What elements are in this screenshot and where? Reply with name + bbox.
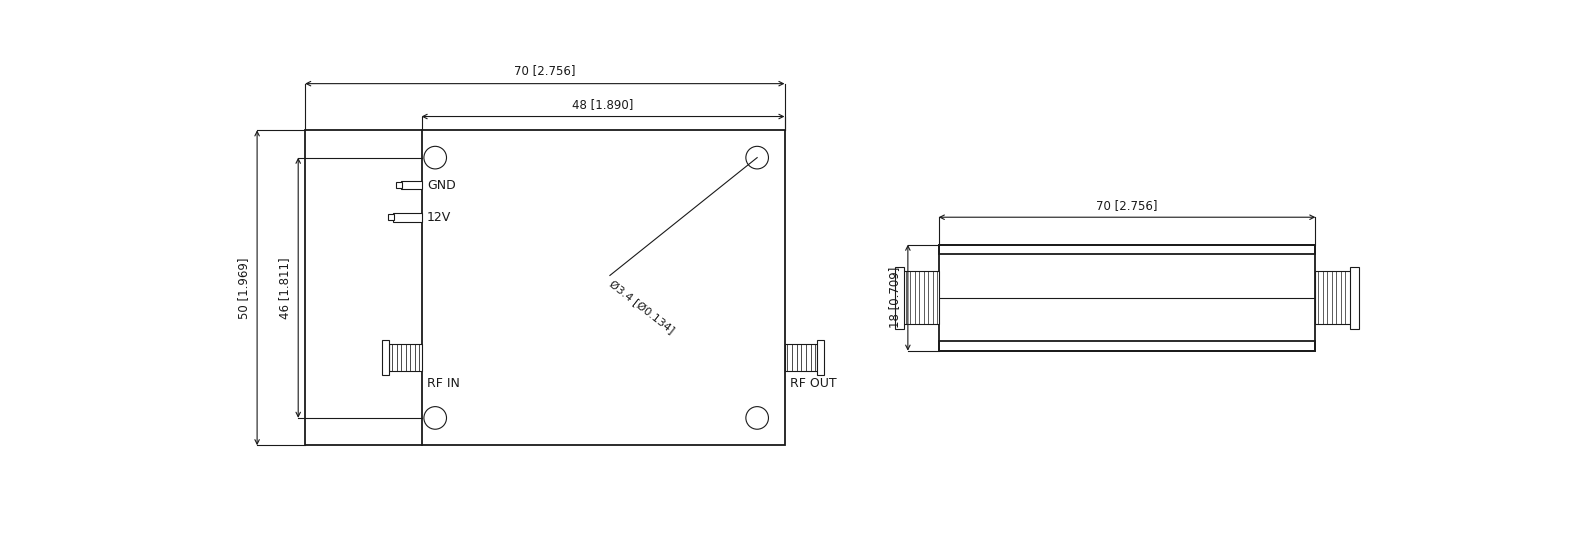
Bar: [939, 245, 1316, 254]
Text: Ø3.4 [Ø0.134]: Ø3.4 [Ø0.134]: [606, 279, 675, 336]
Text: 50 [1.969]: 50 [1.969]: [237, 257, 250, 319]
Text: 46 [1.811]: 46 [1.811]: [278, 257, 291, 319]
Bar: [388, 344, 422, 371]
Bar: [904, 271, 939, 324]
Bar: [818, 340, 824, 376]
Text: RF IN: RF IN: [426, 377, 460, 390]
Text: 18 [0.709]: 18 [0.709]: [888, 267, 901, 328]
Bar: [388, 214, 395, 220]
Bar: [396, 182, 403, 188]
Bar: [305, 130, 784, 446]
Bar: [939, 245, 1316, 351]
Bar: [393, 213, 422, 222]
Text: RF OUT: RF OUT: [791, 377, 837, 390]
Bar: [939, 341, 1316, 351]
Text: 70 [2.756]: 70 [2.756]: [514, 64, 576, 77]
Bar: [1349, 267, 1359, 329]
Bar: [401, 181, 422, 190]
Bar: [382, 340, 388, 376]
Bar: [784, 344, 818, 371]
Text: GND: GND: [426, 178, 455, 192]
Text: 48 [1.890]: 48 [1.890]: [573, 98, 633, 111]
Bar: [1316, 271, 1351, 324]
Bar: [894, 267, 904, 329]
Text: 12V: 12V: [426, 211, 452, 224]
Text: 70 [2.756]: 70 [2.756]: [1096, 199, 1158, 212]
